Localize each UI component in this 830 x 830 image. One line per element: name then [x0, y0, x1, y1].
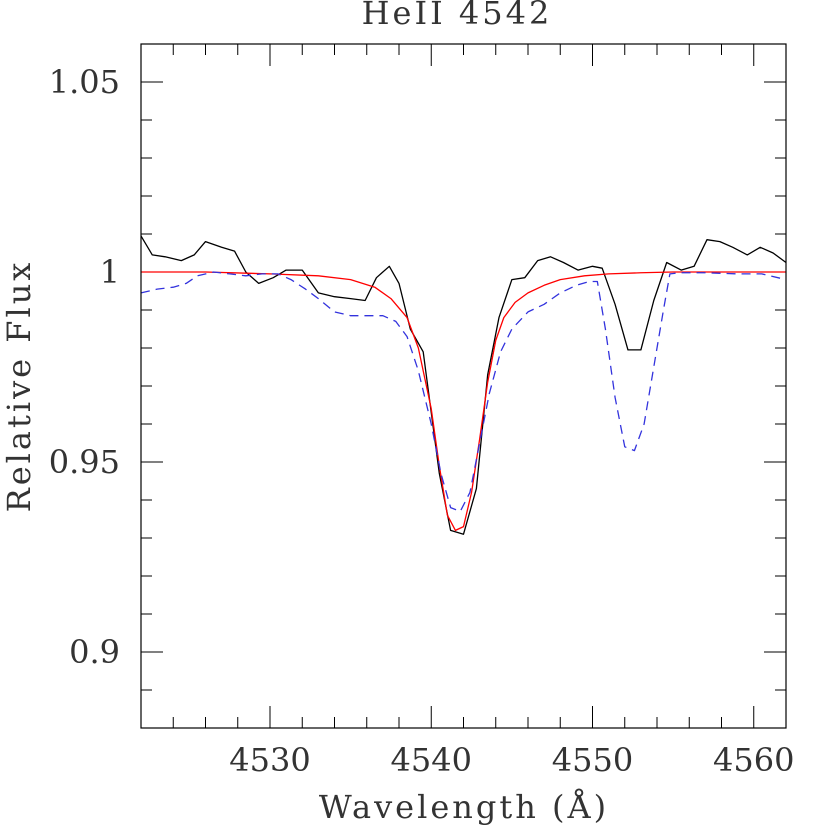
x-tick-label: 4550 — [552, 741, 633, 779]
series-layer — [140, 235, 787, 535]
chart-title: HeII 4542 — [362, 0, 553, 32]
x-tick-label: 4530 — [229, 741, 310, 779]
ticks-layer — [140, 43, 787, 729]
model-dashed-line — [140, 271, 787, 513]
tick-labels-layer: 4530 4540 4550 4560 0.9 0.95 1 1.05 — [49, 63, 795, 779]
model-fit-line — [141, 271, 786, 532]
y-tick-label: 1 — [100, 253, 120, 291]
x-tick-label: 4560 — [713, 741, 794, 779]
y-tick-label: 1.05 — [49, 63, 120, 101]
y-tick-label: 0.9 — [69, 633, 120, 671]
x-tick-label: 4540 — [391, 741, 472, 779]
observed-spectrum-line — [140, 235, 787, 535]
plot-frame — [140, 43, 787, 729]
x-axis-label: Wavelength (Å) — [319, 788, 609, 826]
y-axis-label: Relative Flux — [0, 260, 38, 513]
y-tick-label: 0.95 — [49, 443, 120, 481]
